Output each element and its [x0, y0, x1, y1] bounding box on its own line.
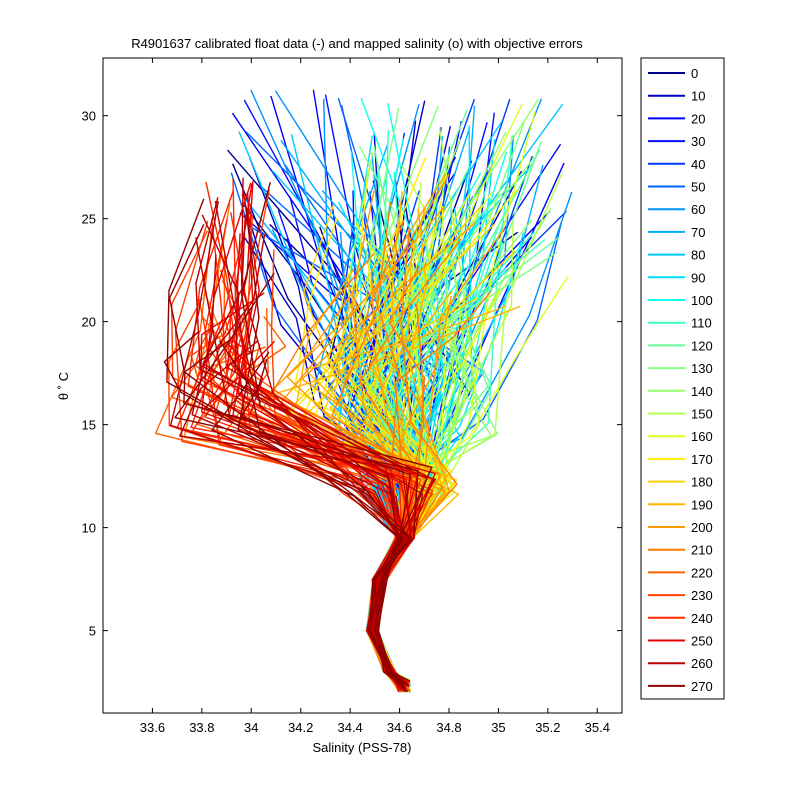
legend-label: 0 — [691, 66, 698, 81]
legend-label: 10 — [691, 89, 705, 104]
legend-label: 20 — [691, 111, 705, 126]
legend-label: 230 — [691, 588, 713, 603]
y-tick-label: 20 — [82, 315, 96, 330]
legend-label: 160 — [691, 429, 713, 444]
chart-title: R4901637 calibrated float data (-) and m… — [131, 36, 583, 51]
legend-box — [640, 57, 725, 700]
y-tick-label: 25 — [82, 212, 96, 227]
legend-label: 140 — [691, 384, 713, 399]
y-tick-label: 10 — [82, 521, 96, 536]
x-axis: 33.6 33.8 34 34.2 34.4 34.6 34.8 35 35.2 35.4 — [140, 58, 610, 735]
legend-label: 80 — [691, 248, 705, 263]
legend-label: 70 — [691, 225, 705, 240]
legend-label: 250 — [691, 634, 713, 649]
legend-label: 110 — [691, 316, 712, 331]
legend-label: 190 — [691, 497, 713, 512]
legend-label: 150 — [691, 407, 713, 422]
legend-label: 220 — [691, 565, 713, 580]
x-tick-label: 34.2 — [288, 720, 313, 735]
legend-label: 210 — [691, 543, 713, 558]
legend: 0 10 20 30 40 50 60 70 80 90 100 110 120 130 140 150 160… — [640, 57, 725, 700]
legend-label: 240 — [691, 611, 713, 626]
x-tick-label: 35.2 — [535, 720, 560, 735]
y-axis-label: θ ˚ C — [56, 372, 71, 400]
profile-line — [240, 182, 403, 686]
legend-label: 30 — [691, 134, 705, 149]
legend-label: 90 — [691, 270, 705, 285]
x-tick-label: 34.4 — [337, 720, 362, 735]
y-axis: 5 10 15 20 25 30 — [82, 109, 622, 639]
x-tick-label: 33.6 — [140, 720, 165, 735]
legend-label: 170 — [691, 452, 713, 467]
legend-label: 180 — [691, 475, 713, 490]
x-tick-label: 33.8 — [189, 720, 214, 735]
legend-label: 60 — [691, 202, 705, 217]
profile-lines — [154, 89, 573, 693]
x-tick-label: 34.6 — [387, 720, 412, 735]
y-tick-label: 5 — [89, 624, 96, 639]
legend-label: 100 — [691, 293, 713, 308]
x-tick-label: 35.4 — [585, 720, 610, 735]
legend-label: 260 — [691, 656, 713, 671]
x-tick-label: 35 — [491, 720, 505, 735]
legend-label: 200 — [691, 520, 713, 535]
x-tick-label: 34 — [244, 720, 258, 735]
profile-line — [166, 198, 412, 693]
x-axis-label: Salinity (PSS-78) — [313, 740, 412, 755]
legend-label: 120 — [691, 338, 713, 353]
y-tick-label: 30 — [82, 109, 96, 124]
legend-label: 50 — [691, 180, 705, 195]
x-tick-label: 34.8 — [436, 720, 461, 735]
y-tick-label: 15 — [82, 418, 96, 433]
profile-line — [218, 340, 404, 689]
plot-area-frame — [102, 57, 623, 714]
legend-label: 270 — [691, 679, 713, 694]
legend-label: 40 — [691, 157, 705, 172]
legend-label: 130 — [691, 361, 713, 376]
profile-line — [174, 272, 419, 687]
